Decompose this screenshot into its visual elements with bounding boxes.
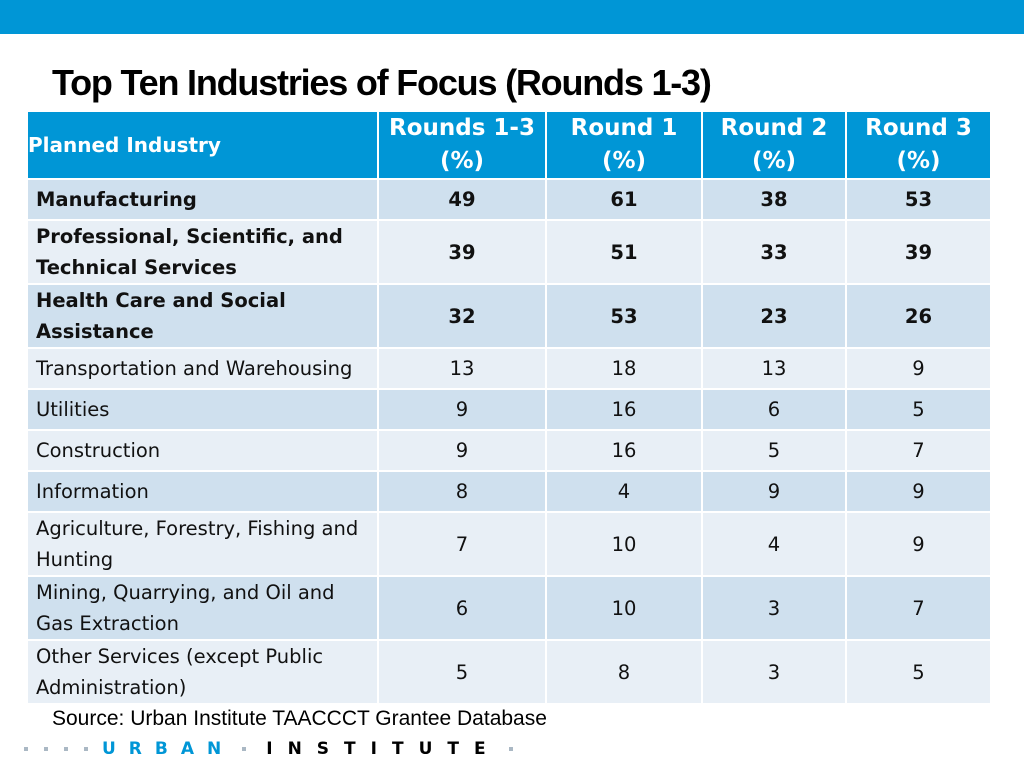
- value-round-3: 9: [845, 511, 992, 577]
- value-round-1: 16: [545, 429, 703, 472]
- value-round-2: 23: [701, 283, 847, 349]
- dot-icon: [84, 747, 88, 751]
- value-round-2: 13: [701, 347, 847, 390]
- header-label: Round 2: [720, 115, 828, 141]
- value-round-3: 9: [845, 470, 992, 513]
- logo-word-institute: INSTITUTE: [266, 739, 501, 759]
- industry-name: Information: [26, 470, 379, 513]
- table-row: Manufacturing 49 61 38 53: [26, 178, 992, 221]
- value-rounds-1-3: 39: [377, 219, 547, 285]
- logo-word-urban: URBAN: [102, 739, 235, 759]
- dot-icon: [44, 747, 48, 751]
- value-round-3: 39: [845, 219, 992, 285]
- header-round-1: Round 1 (%): [545, 110, 703, 180]
- table-row: Transportation and Warehousing 13 18 13 …: [26, 347, 992, 390]
- header-unit: (%): [751, 148, 797, 174]
- value-round-3: 26: [845, 283, 992, 349]
- value-round-1: 61: [545, 178, 703, 221]
- value-round-1: 10: [545, 575, 703, 641]
- header-unit: (%): [896, 148, 941, 174]
- industry-name: Professional, Scientific, and Technical …: [26, 219, 379, 285]
- header-label: Round 3: [865, 115, 972, 141]
- value-round-2: 6: [701, 388, 847, 431]
- value-round-3: 5: [845, 388, 992, 431]
- industry-name: Transportation and Warehousing: [26, 347, 379, 390]
- header-planned-industry: Planned Industry: [26, 110, 379, 180]
- industry-name: Agriculture, Forestry, Fishing and Hunti…: [26, 511, 379, 577]
- value-round-1: 10: [545, 511, 703, 577]
- value-rounds-1-3: 13: [377, 347, 547, 390]
- value-round-3: 5: [845, 639, 992, 705]
- value-round-1: 51: [545, 219, 703, 285]
- value-rounds-1-3: 5: [377, 639, 547, 705]
- value-round-3: 9: [845, 347, 992, 390]
- value-round-1: 4: [545, 470, 703, 513]
- value-round-3: 53: [845, 178, 992, 221]
- header-label: Round 1: [570, 115, 678, 141]
- dot-icon: [24, 747, 28, 751]
- value-round-2: 5: [701, 429, 847, 472]
- value-round-1: 53: [545, 283, 703, 349]
- top-accent-bar: [0, 0, 1024, 34]
- table-row: Information 8 4 9 9: [26, 470, 992, 513]
- table-row: Health Care and Social Assistance 32 53 …: [26, 283, 992, 349]
- value-rounds-1-3: 49: [377, 178, 547, 221]
- table-row: Mining, Quarrying, and Oil and Gas Extra…: [26, 575, 992, 641]
- table-row: Construction 9 16 5 7: [26, 429, 992, 472]
- dot-icon: [508, 747, 513, 751]
- value-rounds-1-3: 9: [377, 388, 547, 431]
- header-row: Planned Industry Rounds 1-3 (%) Round 1 …: [26, 110, 992, 180]
- value-round-2: 3: [701, 575, 847, 641]
- industry-name: Other Services (except Public Administra…: [26, 639, 379, 705]
- value-rounds-1-3: 8: [377, 470, 547, 513]
- industry-name: Construction: [26, 429, 379, 472]
- value-rounds-1-3: 32: [377, 283, 547, 349]
- header-round-3: Round 3 (%): [845, 110, 992, 180]
- dot-icon: [64, 747, 68, 751]
- value-round-1: 8: [545, 639, 703, 705]
- value-round-2: 38: [701, 178, 847, 221]
- value-round-2: 9: [701, 470, 847, 513]
- value-round-2: 3: [701, 639, 847, 705]
- table-row: Other Services (except Public Administra…: [26, 639, 992, 705]
- source-note: Source: Urban Institute TAACCCT Grantee …: [52, 707, 547, 730]
- urban-institute-logo: URBAN INSTITUTE: [16, 739, 521, 759]
- table-row: Professional, Scientific, and Technical …: [26, 219, 992, 285]
- value-round-3: 7: [845, 575, 992, 641]
- table-row: Agriculture, Forestry, Fishing and Hunti…: [26, 511, 992, 577]
- industry-name: Health Care and Social Assistance: [26, 283, 379, 349]
- header-label: Rounds 1-3: [389, 115, 535, 141]
- header-rounds-1-3: Rounds 1-3 (%): [377, 110, 547, 180]
- value-round-1: 16: [545, 388, 703, 431]
- header-unit: (%): [439, 148, 485, 174]
- table-row: Utilities 9 16 6 5: [26, 388, 992, 431]
- value-round-2: 4: [701, 511, 847, 577]
- dot-icon: [242, 747, 247, 751]
- value-rounds-1-3: 6: [377, 575, 547, 641]
- value-round-3: 7: [845, 429, 992, 472]
- value-rounds-1-3: 9: [377, 429, 547, 472]
- slide-title: Top Ten Industries of Focus (Rounds 1-3): [52, 62, 712, 103]
- industry-name: Mining, Quarrying, and Oil and Gas Extra…: [26, 575, 379, 641]
- value-round-2: 33: [701, 219, 847, 285]
- industry-name: Manufacturing: [26, 178, 379, 221]
- industry-name: Utilities: [26, 388, 379, 431]
- value-rounds-1-3: 7: [377, 511, 547, 577]
- header-round-2: Round 2 (%): [701, 110, 847, 180]
- value-round-1: 18: [545, 347, 703, 390]
- header-unit: (%): [601, 148, 647, 174]
- industries-table: Planned Industry Rounds 1-3 (%) Round 1 …: [26, 110, 992, 705]
